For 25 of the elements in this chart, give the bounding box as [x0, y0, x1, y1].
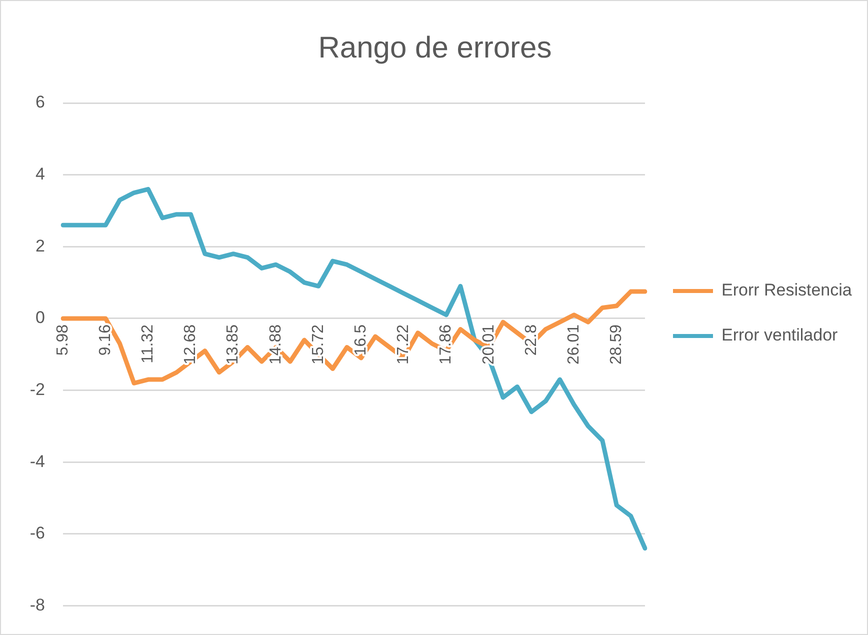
x-tick-label: 5.98 [54, 324, 72, 356]
chart-title: Rango de errores [318, 31, 552, 64]
y-tick-label: 6 [36, 92, 45, 112]
x-tick-label: 14.88 [267, 324, 284, 365]
x-tick-label: 9.16 [96, 324, 114, 356]
y-tick-label: 4 [36, 164, 45, 184]
x-tick-label: 26.01 [565, 324, 582, 365]
x-tick-label: 15.72 [310, 324, 327, 365]
x-tick-label: 17.86 [438, 324, 455, 365]
y-tick-label: -6 [30, 524, 45, 543]
x-tick-label: 13.85 [224, 324, 242, 365]
x-tick-label: 28.59 [608, 324, 626, 365]
x-tick-label: 20.01 [480, 324, 498, 365]
y-tick-label: -4 [30, 452, 45, 471]
x-tick-label: 22.8 [522, 324, 540, 356]
x-tick-label: 11.32 [140, 324, 157, 364]
y-tick-label: -2 [30, 380, 45, 399]
x-tick-label: 17.22 [395, 324, 412, 365]
x-tick-label: 16.5 [352, 324, 370, 356]
legend-label: Error ventilador [722, 326, 838, 345]
y-tick-label: -8 [30, 595, 45, 614]
legend-label: Erorr Resistencia [722, 280, 852, 300]
y-tick-label: 2 [36, 236, 45, 256]
x-tick-label: 12.68 [182, 324, 200, 365]
y-tick-label: 0 [36, 308, 45, 328]
